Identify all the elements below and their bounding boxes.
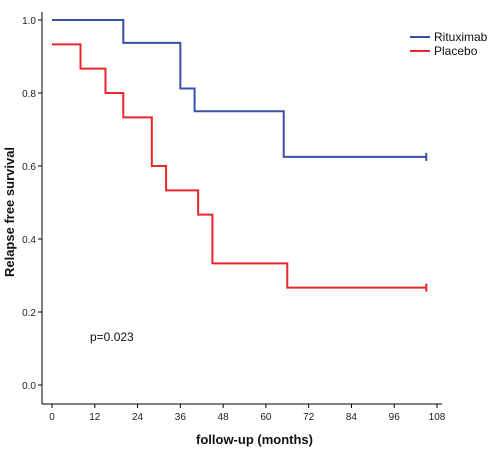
- x-tick-label: 48: [218, 412, 230, 423]
- legend-label-rituximab: Rituximab: [434, 30, 488, 44]
- y-axis-title: Relapse free survival: [2, 147, 17, 277]
- y-tick-label: 1.0: [22, 16, 36, 27]
- series-layer: [52, 19, 428, 292]
- axes: [41, 12, 442, 405]
- x-tick-label: 0: [49, 412, 55, 423]
- x-axis-title: follow-up (months): [196, 432, 313, 447]
- x-tick-label: 72: [303, 412, 315, 423]
- y-ticks: 0.0 0.2 0.4 0.6 0.8 1.0: [22, 16, 42, 392]
- x-ticks: 0 12 24 36 48 60 72 84 96 108: [49, 404, 446, 423]
- x-tick-label: 36: [175, 412, 187, 423]
- x-tick-label: 24: [132, 412, 144, 423]
- y-tick-label: 0.6: [22, 162, 36, 173]
- y-tick-label: 0.8: [22, 89, 36, 100]
- y-tick-label: 0.0: [22, 381, 36, 392]
- x-tick-label: 96: [389, 412, 401, 423]
- series-line-rituximab: [52, 19, 427, 158]
- y-tick-label: 0.2: [22, 308, 36, 319]
- series-line-placebo: [52, 43, 427, 289]
- x-tick-label: 60: [260, 412, 272, 423]
- x-tick-label: 12: [89, 412, 101, 423]
- x-tick-label: 108: [429, 412, 446, 423]
- x-tick-label: 84: [346, 412, 358, 423]
- y-tick-label: 0.4: [22, 235, 36, 246]
- p-value-annotation: p=0.023: [90, 330, 134, 344]
- legend-label-placebo: Placebo: [434, 44, 478, 58]
